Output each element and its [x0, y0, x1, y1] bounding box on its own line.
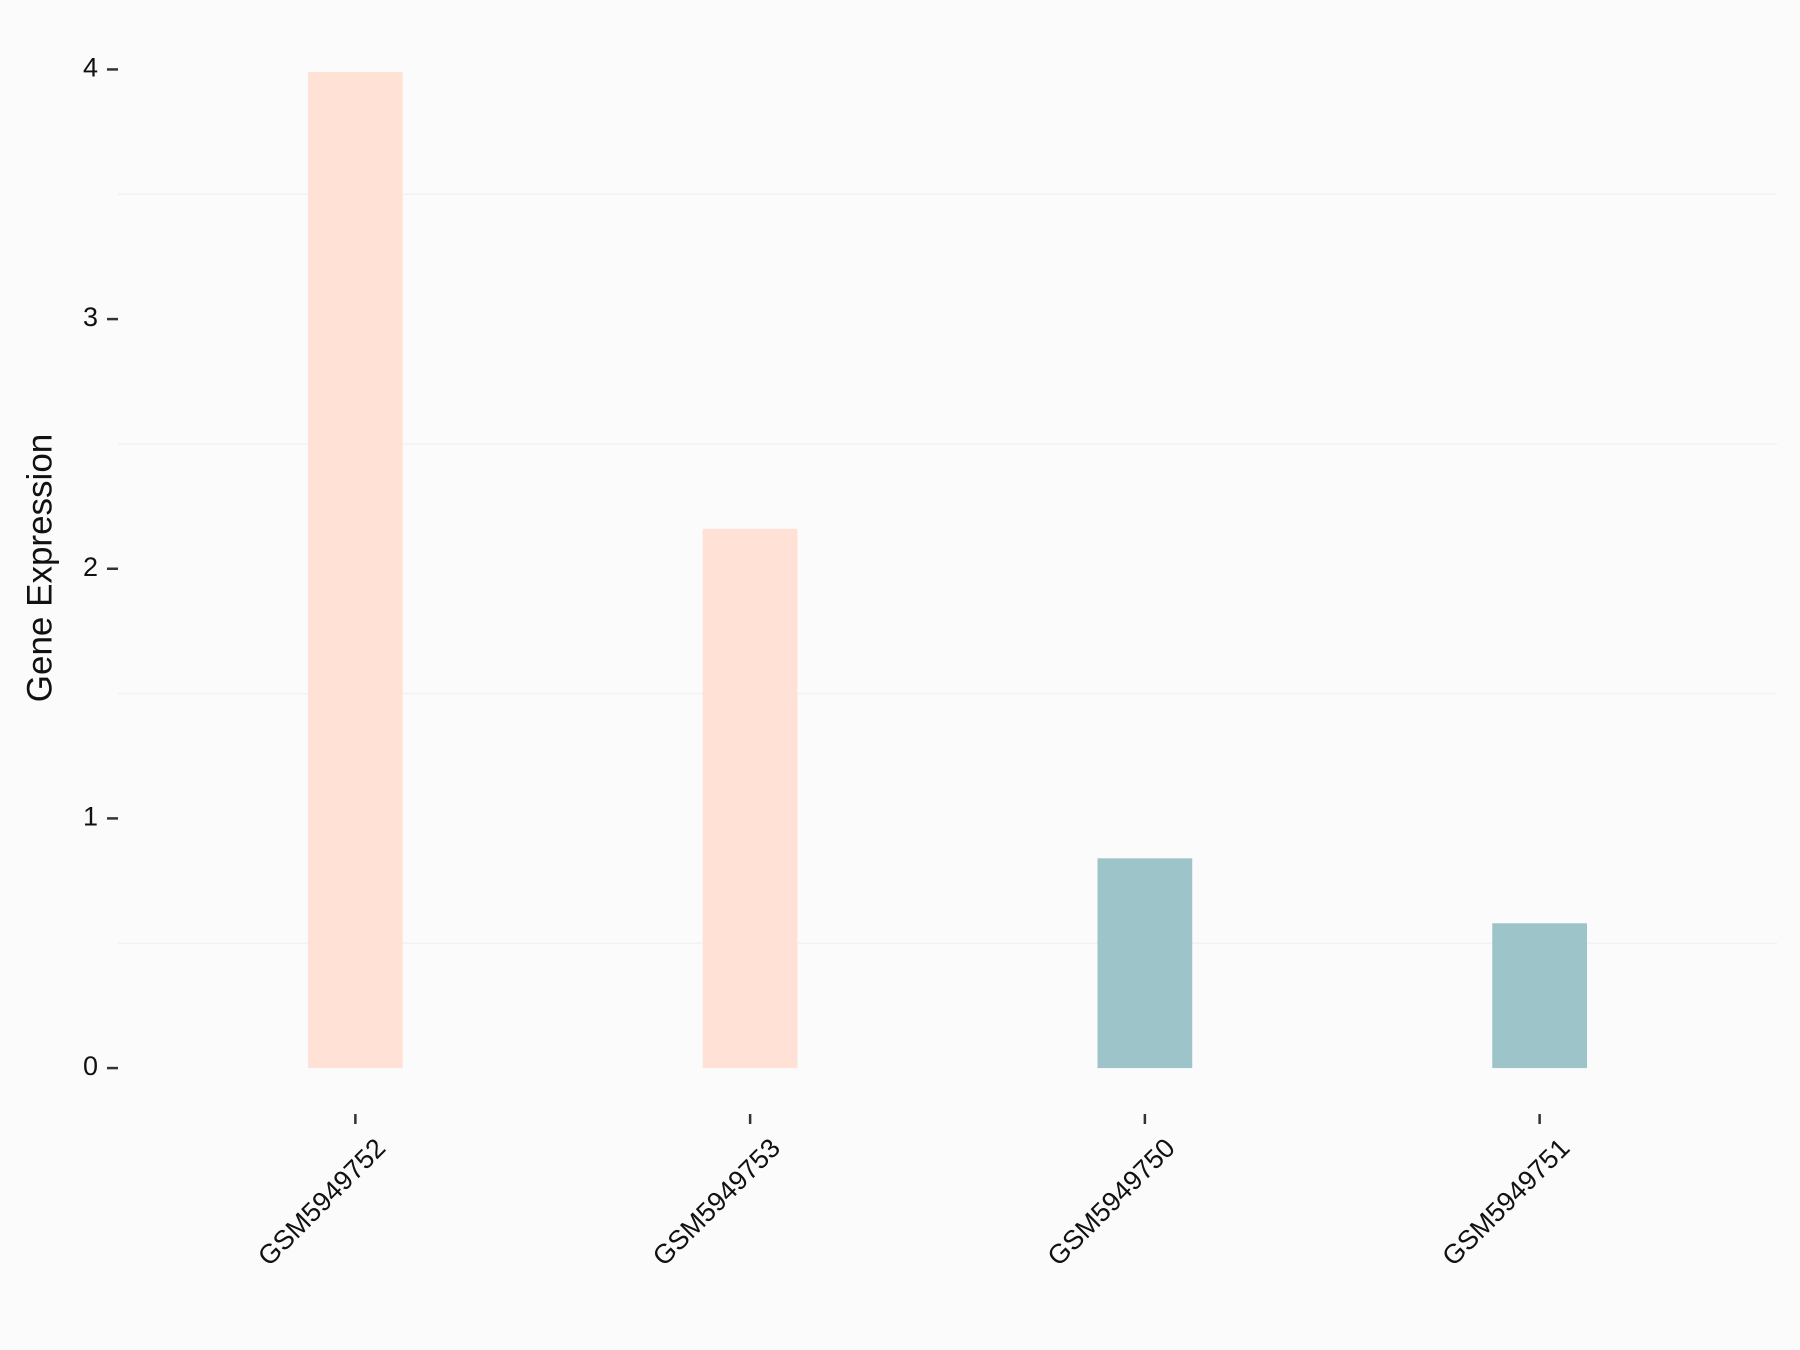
y-tick-label: 0 — [83, 1051, 98, 1081]
bar — [1492, 923, 1587, 1069]
y-tick-label: 2 — [83, 552, 98, 582]
y-tick-label: 1 — [83, 802, 98, 832]
y-axis-title: Gene Expression — [20, 434, 59, 702]
bar — [308, 71, 403, 1069]
bar — [702, 528, 798, 1069]
y-tick-label: 4 — [83, 53, 98, 83]
bar — [1097, 858, 1193, 1069]
y-tick-label: 3 — [83, 302, 98, 332]
